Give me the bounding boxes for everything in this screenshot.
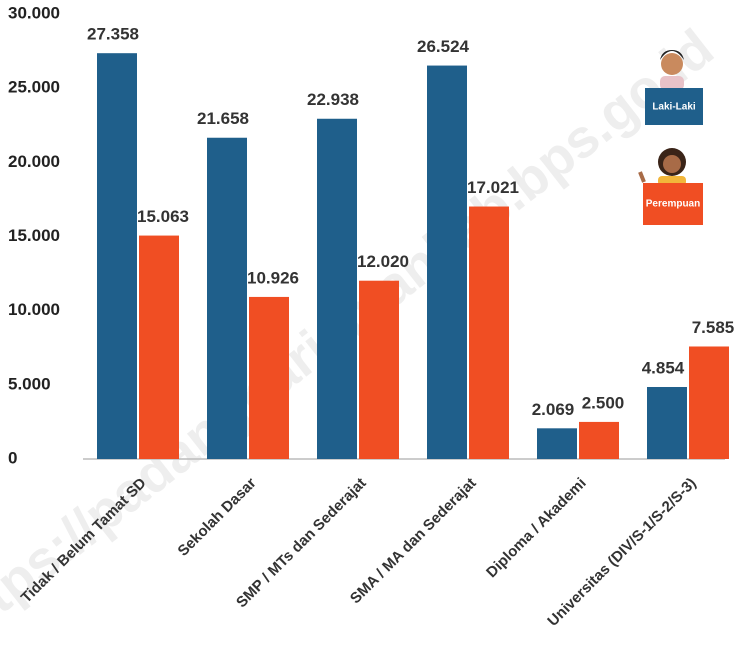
- bar: [579, 421, 619, 459]
- legend-icon-female: [638, 148, 686, 186]
- bar: [427, 65, 467, 459]
- bar: [359, 280, 399, 459]
- legend-swatch: [643, 183, 703, 225]
- y-tick-label: 15.000: [8, 226, 60, 245]
- legend: Laki-Laki Perempuan: [638, 50, 703, 225]
- bar: [139, 235, 179, 459]
- value-label: 17.021: [467, 178, 519, 197]
- legend-icon-male: [660, 50, 684, 90]
- y-tick-label: 10.000: [8, 300, 60, 319]
- value-label: 21.658: [197, 109, 249, 128]
- bar: [689, 346, 729, 459]
- y-tick-label: 20.000: [8, 152, 60, 171]
- bar: [249, 296, 289, 459]
- y-tick-label: 30.000: [8, 3, 60, 22]
- value-label: 4.854: [642, 358, 685, 377]
- x-tick-label: Diploma / Akademi: [483, 475, 590, 582]
- value-label: 26.524: [417, 37, 470, 56]
- x-tick-label: Sekolah Dasar: [175, 475, 260, 560]
- value-label: 12.020: [357, 252, 409, 271]
- bar: [537, 428, 577, 459]
- x-tick-label: SMP / MTs dan Sederajat: [233, 475, 370, 612]
- legend-swatch: [645, 88, 703, 125]
- y-tick-label: 0: [8, 448, 17, 467]
- value-label: 7.585: [692, 318, 735, 337]
- bar: [647, 386, 687, 459]
- value-label: 22.938: [307, 90, 359, 109]
- bar: [317, 118, 357, 460]
- y-tick-label: 25.000: [8, 78, 60, 97]
- x-tick-label: SMA / MA dan Sederajat: [347, 475, 480, 608]
- bar: [207, 137, 247, 459]
- legend-label: Laki-Laki: [652, 102, 696, 113]
- bar: [469, 206, 509, 459]
- value-label: 2.500: [582, 393, 625, 412]
- y-tick-label: 5.000: [8, 374, 51, 393]
- value-label: 2.069: [532, 400, 575, 419]
- legend-label: Perempuan: [646, 199, 700, 210]
- value-label: 27.358: [87, 25, 139, 44]
- value-label: 15.063: [137, 207, 189, 226]
- value-label: 10.926: [247, 268, 299, 287]
- bar: [97, 53, 137, 459]
